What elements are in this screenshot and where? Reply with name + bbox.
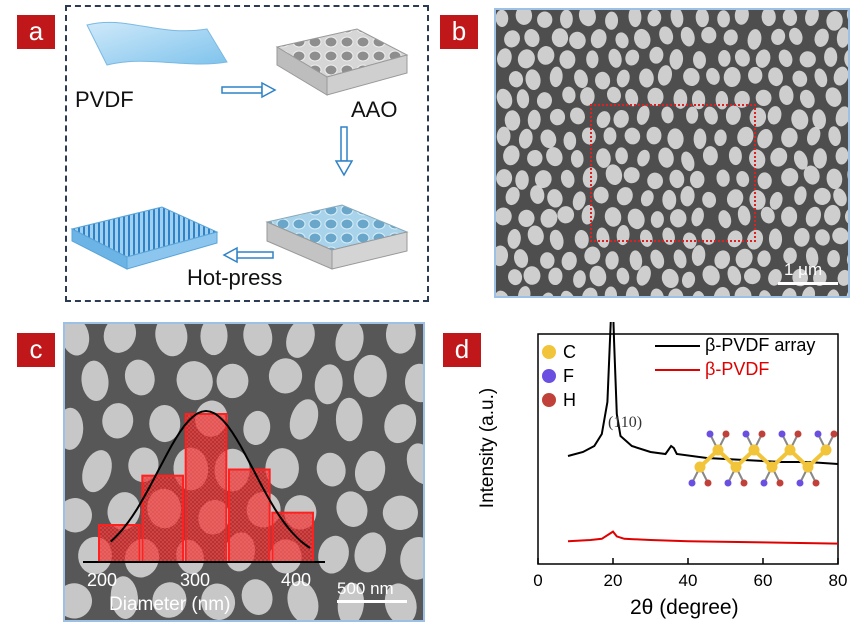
atom-symbol: C	[563, 341, 576, 362]
atom-h	[776, 479, 784, 487]
atom-c	[802, 461, 814, 473]
aao-template	[275, 28, 409, 96]
scale-bar-label-c: 500 nm	[337, 579, 394, 598]
schematic-drawing	[70, 21, 409, 270]
atom-f	[688, 479, 696, 487]
panel-label-a: a	[17, 15, 55, 49]
atom-h	[812, 479, 820, 487]
atom-f	[706, 430, 714, 438]
legend-label-pvdf: β-PVDF	[705, 359, 770, 379]
x-tick-label-60: 60	[754, 571, 773, 590]
arrow-right-icon	[221, 81, 277, 99]
aao-with-pvdf	[265, 204, 409, 270]
histogram-x-label: Diameter (nm)	[109, 594, 231, 615]
x-tick-label-20: 20	[604, 571, 623, 590]
scale-bar-c	[337, 600, 407, 603]
atom-h	[794, 430, 802, 438]
atom-f	[796, 479, 804, 487]
atom-c	[784, 444, 796, 456]
x-tick-label-40: 40	[679, 571, 698, 590]
atom-h	[758, 430, 766, 438]
hotpress-label: Hot-press	[187, 265, 283, 290]
series-line-1	[567, 530, 839, 545]
atom-dot	[542, 345, 556, 359]
atom-dot	[542, 369, 556, 383]
x-axis-label: 2θ (degree)	[630, 596, 739, 619]
atom-legend-H: H	[542, 388, 576, 412]
arrow-left-icon	[222, 246, 274, 264]
xrd-plot-panel: 0 20 40 60 80 β-PVDF array β-PVDF (110) Inte…	[477, 322, 860, 627]
legend-label-array: β-PVDF array	[705, 335, 816, 355]
atom-legend-F: F	[542, 364, 576, 388]
panel-label-d: d	[443, 333, 481, 367]
x-tick-label-80: 80	[829, 571, 848, 590]
histogram-tick-400: 400	[281, 570, 312, 590]
atom-c	[820, 444, 832, 456]
sem-image-c: Diameter (nm) 200 300 400 500 nm	[63, 322, 425, 622]
panel-label-b: b	[440, 15, 478, 49]
panel-label-c: c	[17, 333, 55, 367]
pvdf-label: PVDF	[75, 87, 134, 112]
atom-legend-C: C	[542, 340, 576, 364]
sem-micrograph	[496, 10, 848, 296]
pore-texture	[496, 10, 848, 296]
histogram-bar-400	[271, 511, 314, 564]
histogram-bar-300	[184, 413, 228, 563]
pvdf-chain-molecule	[688, 430, 838, 487]
sem-image-b: 1 μm	[494, 8, 850, 298]
atom-symbol: F	[563, 365, 574, 386]
fabrication-schematic-panel: PVDF AAO Hot-press	[65, 5, 429, 302]
atom-f	[724, 479, 732, 487]
scale-bar-b	[778, 282, 838, 285]
xrd-chart: 0 20 40 60 80	[533, 322, 848, 590]
x-tick-label-0: 0	[533, 571, 542, 590]
pvdf-pillar-array	[70, 206, 219, 270]
pore-texture	[65, 324, 423, 620]
peak-label: (110)	[608, 414, 643, 431]
series-line-0	[567, 322, 839, 465]
scale-bar-label-b: 1 μm	[784, 260, 823, 279]
y-axis-label: Intensity (a.u.)	[477, 387, 499, 509]
sem-micrograph-zoom	[65, 324, 423, 620]
atom-f	[778, 430, 786, 438]
atom-c	[712, 444, 724, 456]
histogram-bar-350	[228, 468, 271, 563]
gaussian-fit-line	[110, 409, 311, 549]
atom-c	[748, 444, 760, 456]
selection-box	[590, 104, 756, 242]
histogram-tick-300: 300	[180, 570, 211, 590]
atom-h	[740, 479, 748, 487]
histogram-tick-200: 200	[87, 570, 118, 590]
atom-f	[760, 479, 768, 487]
atom-c	[766, 461, 778, 473]
atom-f	[814, 430, 822, 438]
pvdf-film	[86, 21, 228, 66]
histogram-bar-200	[98, 524, 141, 563]
histogram-bar-250	[141, 474, 184, 564]
atom-h	[830, 430, 838, 438]
atom-c	[730, 461, 742, 473]
atom-symbol: H	[563, 389, 576, 410]
atom-c	[694, 461, 706, 473]
arrow-down-icon	[334, 126, 354, 177]
atom-h	[722, 430, 730, 438]
atom-dot	[542, 393, 556, 407]
atom-f	[742, 430, 750, 438]
atom-h	[704, 479, 712, 487]
aao-label: AAO	[351, 97, 398, 122]
